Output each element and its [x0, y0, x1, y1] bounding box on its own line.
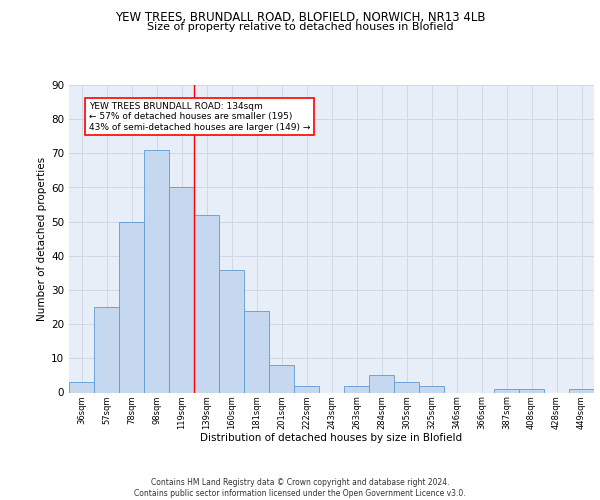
Bar — [169, 188, 194, 392]
Bar — [569, 389, 594, 392]
Bar — [269, 365, 294, 392]
Bar — [494, 389, 519, 392]
Bar — [144, 150, 169, 392]
Bar — [119, 222, 144, 392]
Text: Contains HM Land Registry data © Crown copyright and database right 2024.
Contai: Contains HM Land Registry data © Crown c… — [134, 478, 466, 498]
Text: YEW TREES, BRUNDALL ROAD, BLOFIELD, NORWICH, NR13 4LB: YEW TREES, BRUNDALL ROAD, BLOFIELD, NORW… — [115, 11, 485, 24]
Bar — [294, 386, 319, 392]
Bar — [194, 215, 219, 392]
Y-axis label: Number of detached properties: Number of detached properties — [37, 156, 47, 321]
Bar — [69, 382, 94, 392]
Bar — [94, 307, 119, 392]
Bar — [244, 310, 269, 392]
Text: YEW TREES BRUNDALL ROAD: 134sqm
← 57% of detached houses are smaller (195)
43% o: YEW TREES BRUNDALL ROAD: 134sqm ← 57% of… — [89, 102, 310, 132]
Bar — [219, 270, 244, 392]
X-axis label: Distribution of detached houses by size in Blofield: Distribution of detached houses by size … — [200, 434, 463, 444]
Bar — [394, 382, 419, 392]
Bar — [519, 389, 544, 392]
Bar — [344, 386, 369, 392]
Bar — [369, 376, 394, 392]
Bar — [419, 386, 444, 392]
Text: Size of property relative to detached houses in Blofield: Size of property relative to detached ho… — [146, 22, 454, 32]
